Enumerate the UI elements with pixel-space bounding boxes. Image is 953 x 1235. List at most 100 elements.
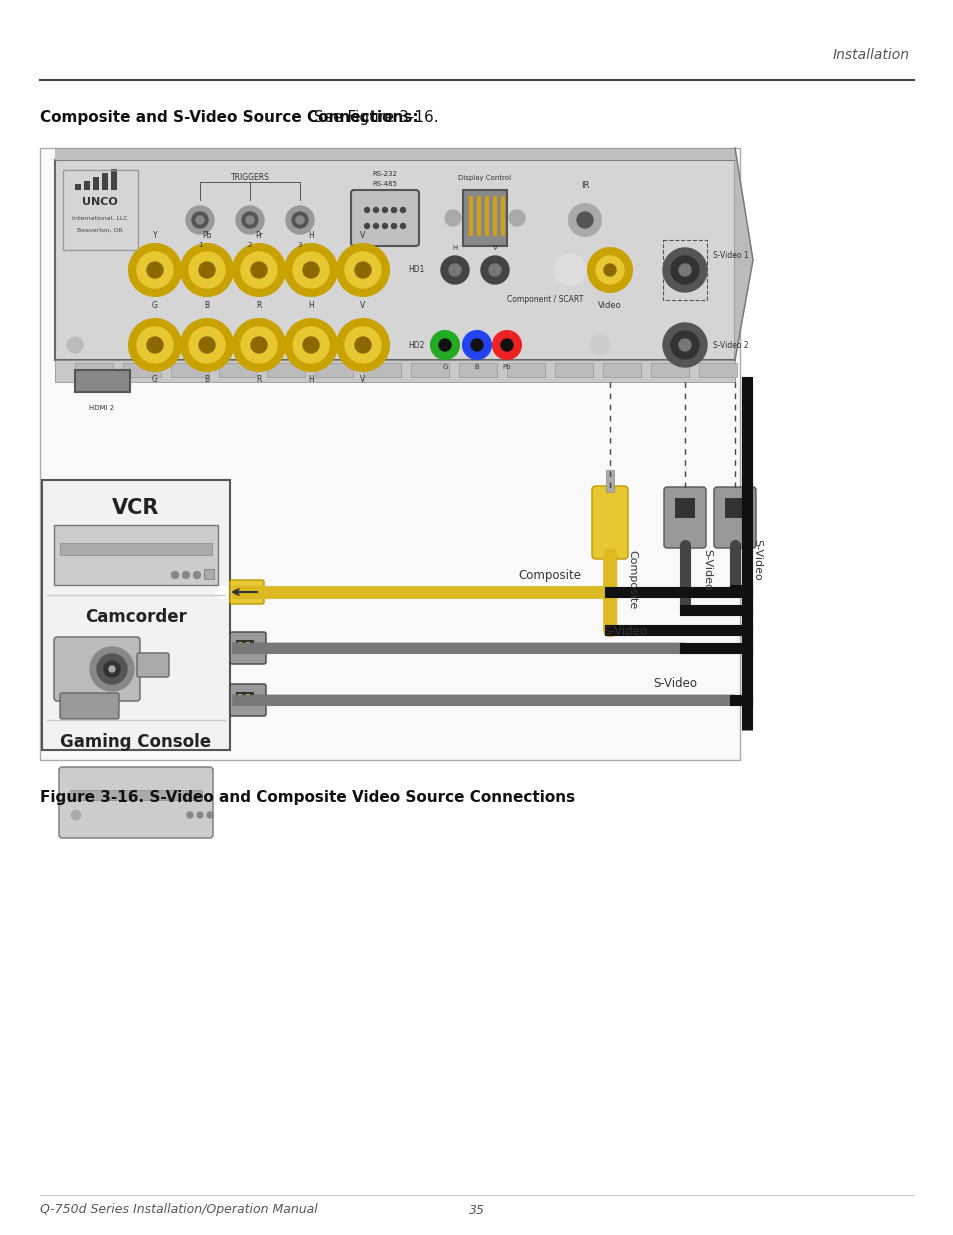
Bar	[55, 161, 734, 359]
Circle shape	[679, 338, 690, 351]
Circle shape	[286, 206, 314, 233]
Text: Pb: Pb	[502, 364, 511, 370]
Circle shape	[400, 224, 405, 228]
Text: 3: 3	[297, 242, 302, 248]
Text: H: H	[308, 300, 314, 310]
Text: Composite: Composite	[626, 551, 637, 610]
Circle shape	[137, 327, 172, 363]
Circle shape	[241, 327, 276, 363]
FancyBboxPatch shape	[60, 693, 119, 719]
FancyBboxPatch shape	[54, 637, 140, 701]
Circle shape	[251, 262, 267, 278]
Circle shape	[181, 319, 233, 370]
Circle shape	[596, 256, 623, 284]
Text: S-Video 1: S-Video 1	[712, 251, 748, 259]
Bar	[235, 692, 253, 706]
Circle shape	[480, 256, 509, 284]
Text: HDMI 2: HDMI 2	[90, 405, 114, 411]
Text: V: V	[360, 231, 365, 240]
Circle shape	[199, 337, 214, 353]
Circle shape	[90, 647, 133, 692]
Bar	[506, 363, 544, 377]
Circle shape	[137, 252, 172, 288]
Circle shape	[462, 331, 491, 359]
Bar	[42, 480, 230, 750]
Bar	[84, 182, 90, 190]
Bar	[314, 363, 353, 377]
Text: IR: IR	[580, 180, 589, 189]
Bar	[650, 363, 688, 377]
Circle shape	[303, 262, 318, 278]
Bar	[699, 363, 737, 377]
Text: S-Video: S-Video	[602, 625, 646, 638]
Circle shape	[104, 661, 120, 677]
FancyBboxPatch shape	[230, 684, 266, 716]
Bar	[267, 363, 305, 377]
Bar	[458, 363, 497, 377]
Circle shape	[554, 254, 585, 287]
Text: 1: 1	[197, 242, 202, 248]
Circle shape	[295, 216, 304, 224]
Circle shape	[391, 224, 396, 228]
Bar	[63, 170, 138, 249]
Circle shape	[293, 252, 329, 288]
Text: S-Video: S-Video	[652, 677, 697, 690]
Circle shape	[246, 216, 253, 224]
Circle shape	[345, 252, 380, 288]
Circle shape	[679, 264, 690, 275]
Text: B: B	[475, 364, 478, 370]
Circle shape	[192, 212, 208, 228]
FancyBboxPatch shape	[230, 580, 264, 604]
Circle shape	[97, 655, 127, 684]
FancyBboxPatch shape	[592, 487, 627, 559]
Bar	[171, 363, 209, 377]
Circle shape	[233, 245, 285, 296]
Circle shape	[189, 327, 225, 363]
Polygon shape	[734, 148, 752, 359]
Bar	[500, 196, 504, 236]
Bar	[75, 370, 130, 391]
Bar	[55, 359, 734, 382]
Text: Composite: Composite	[518, 569, 581, 582]
Bar	[92, 177, 99, 190]
Text: Beaverton, OR: Beaverton, OR	[77, 227, 123, 232]
Bar	[662, 240, 706, 300]
Bar	[363, 363, 400, 377]
Circle shape	[189, 252, 225, 288]
Text: Camcorder: Camcorder	[85, 608, 187, 626]
Bar	[235, 640, 253, 655]
Bar	[484, 196, 489, 236]
Circle shape	[336, 245, 389, 296]
Circle shape	[345, 327, 380, 363]
Bar	[204, 569, 213, 579]
Text: R: R	[256, 375, 261, 384]
Circle shape	[400, 207, 405, 212]
Bar	[40, 148, 740, 760]
Text: Video: Video	[598, 300, 621, 310]
Text: Gaming Console: Gaming Console	[60, 734, 212, 751]
Bar	[111, 169, 117, 190]
Circle shape	[147, 337, 163, 353]
FancyBboxPatch shape	[230, 632, 266, 664]
Text: H: H	[452, 245, 457, 251]
Text: 35: 35	[469, 1203, 484, 1216]
Circle shape	[195, 216, 204, 224]
Circle shape	[67, 337, 83, 353]
Bar	[493, 196, 497, 236]
Bar	[605, 471, 614, 492]
Circle shape	[493, 331, 520, 359]
Text: S-Video: S-Video	[701, 550, 711, 590]
Circle shape	[577, 212, 593, 228]
Circle shape	[662, 324, 706, 367]
Text: Figure 3-16. S-Video and Composite Video Source Connections: Figure 3-16. S-Video and Composite Video…	[40, 790, 575, 805]
Text: UNCO: UNCO	[82, 198, 118, 207]
Circle shape	[186, 206, 213, 233]
Circle shape	[285, 245, 336, 296]
FancyBboxPatch shape	[351, 190, 418, 246]
Text: S-Video 2: S-Video 2	[712, 341, 748, 350]
Text: V: V	[360, 300, 365, 310]
Circle shape	[431, 331, 458, 359]
Bar	[237, 642, 242, 652]
Text: Composite and S-Video Source Connections:: Composite and S-Video Source Connections…	[40, 110, 418, 125]
Circle shape	[587, 248, 631, 291]
